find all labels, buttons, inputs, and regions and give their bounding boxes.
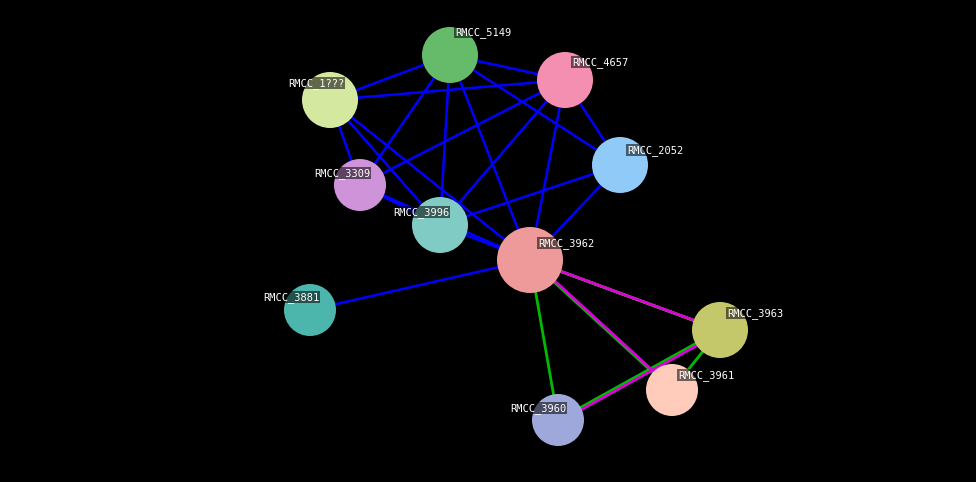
Circle shape (532, 394, 584, 446)
Circle shape (646, 364, 698, 416)
Circle shape (302, 72, 358, 128)
Circle shape (422, 27, 478, 83)
Text: RMCC_3961: RMCC_3961 (678, 370, 734, 381)
Text: RMCC_3963: RMCC_3963 (727, 308, 784, 319)
Text: RMCC_4657: RMCC_4657 (572, 57, 629, 68)
Circle shape (334, 159, 386, 211)
Circle shape (284, 284, 336, 336)
Circle shape (412, 197, 468, 253)
Text: RMCC_5149: RMCC_5149 (455, 27, 511, 38)
Text: RMCC_3962: RMCC_3962 (538, 238, 594, 249)
Circle shape (537, 52, 593, 108)
Circle shape (497, 227, 563, 293)
Text: RMCC_3960: RMCC_3960 (510, 403, 566, 414)
Text: RMCC_1???: RMCC_1??? (288, 78, 345, 89)
Text: RMCC_3309: RMCC_3309 (314, 168, 370, 179)
Circle shape (692, 302, 748, 358)
Text: RMCC_3881: RMCC_3881 (263, 292, 319, 303)
Circle shape (592, 137, 648, 193)
Text: RMCC_2052: RMCC_2052 (627, 145, 683, 156)
Text: RMCC_3996: RMCC_3996 (393, 207, 449, 218)
